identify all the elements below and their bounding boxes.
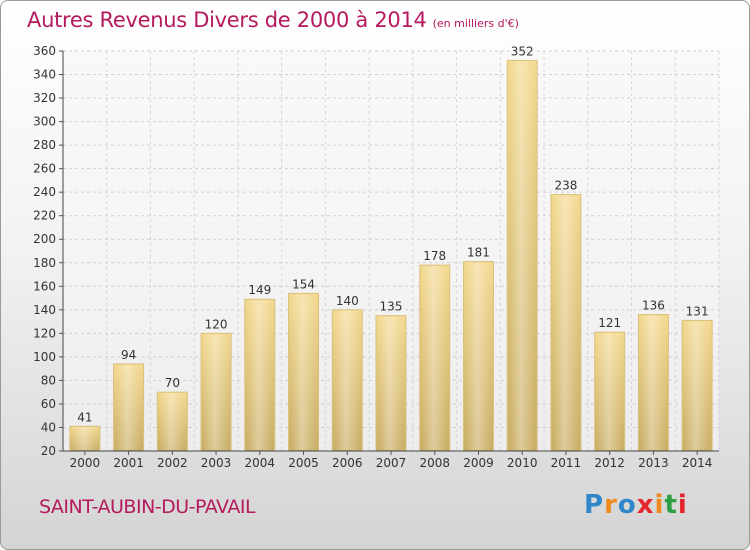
value-label-2014: 131 xyxy=(686,304,709,318)
value-label-2006: 140 xyxy=(336,294,359,308)
proxiti-logo: Proxiti xyxy=(584,490,688,520)
y-tick-label: 200 xyxy=(33,232,56,246)
bar-highlight-2013 xyxy=(640,315,667,450)
y-tick-label: 360 xyxy=(33,44,56,58)
bar-highlight-2004 xyxy=(246,300,273,450)
y-tick-label: 160 xyxy=(33,279,56,293)
logo-letter: i xyxy=(677,490,688,520)
y-tick-label: 140 xyxy=(33,303,56,317)
bars xyxy=(69,59,713,452)
value-label-2011: 238 xyxy=(554,179,577,193)
y-tick-label: 20 xyxy=(41,444,56,458)
value-label-2000: 41 xyxy=(77,410,92,424)
bar-highlight-2002 xyxy=(159,393,186,450)
x-tick-label-2003: 2003 xyxy=(201,456,232,470)
commune-name: SAINT-AUBIN-DU-PAVAIL xyxy=(39,496,256,518)
x-tick-label-2000: 2000 xyxy=(70,456,101,470)
y-tick-label: 300 xyxy=(33,115,56,129)
bar-highlight-2014 xyxy=(684,321,711,450)
y-tick-label: 100 xyxy=(33,350,56,364)
x-tick-label-2001: 2001 xyxy=(113,456,144,470)
bar-highlight-2012 xyxy=(596,333,623,450)
x-tick-label-2014: 2014 xyxy=(682,456,713,470)
y-tick-label: 120 xyxy=(33,326,56,340)
x-tick-label-2006: 2006 xyxy=(332,456,363,470)
y-tick-label: 80 xyxy=(41,373,56,387)
bar-highlight-2000 xyxy=(71,427,98,450)
x-tick-label-2010: 2010 xyxy=(507,456,538,470)
value-label-2004: 149 xyxy=(248,283,271,297)
chart-subtitle: (en milliers d'€) xyxy=(432,17,519,30)
bar-highlight-2010 xyxy=(509,61,536,450)
x-tick-label-2002: 2002 xyxy=(157,456,188,470)
value-label-2001: 94 xyxy=(121,348,136,362)
axes xyxy=(59,50,719,455)
x-tick-label-2013: 2013 xyxy=(638,456,669,470)
logo-letter: i xyxy=(654,490,665,520)
x-tick-label-2012: 2012 xyxy=(594,456,625,470)
y-tick-label: 240 xyxy=(33,185,56,199)
logo-letter: r xyxy=(604,490,618,520)
value-label-2007: 135 xyxy=(380,300,403,314)
bar-highlight-2009 xyxy=(465,262,492,450)
logo-letter: o xyxy=(617,490,637,520)
logo-letter: P xyxy=(584,490,605,520)
labels: 20 40 60 80 100 120 140 160 180 200 220 240 260 280 30… xyxy=(33,44,712,470)
bar-highlight-2008 xyxy=(421,266,448,450)
y-tick-label: 280 xyxy=(33,138,56,152)
chart-title-main: Autres Revenus Divers de 2000 à 2014 xyxy=(27,8,427,32)
logo-letter: x xyxy=(636,490,655,520)
x-tick-label-2007: 2007 xyxy=(376,456,407,470)
bar-highlight-2011 xyxy=(552,195,579,450)
value-label-2003: 120 xyxy=(205,317,228,331)
bar-highlight-2003 xyxy=(203,334,230,450)
value-label-2010: 352 xyxy=(511,44,534,58)
y-tick-label: 60 xyxy=(41,397,56,411)
x-tick-label-2004: 2004 xyxy=(245,456,276,470)
logo-letter: t xyxy=(664,490,678,520)
value-label-2005: 154 xyxy=(292,277,315,291)
bar-highlight-2006 xyxy=(334,310,361,450)
x-tick-label-2008: 2008 xyxy=(419,456,450,470)
value-label-2008: 178 xyxy=(423,249,446,263)
x-tick-label-2011: 2011 xyxy=(551,456,582,470)
y-tick-label: 40 xyxy=(41,420,56,434)
value-label-2009: 181 xyxy=(467,246,490,260)
value-label-2012: 121 xyxy=(598,316,621,330)
bar-highlight-2001 xyxy=(115,364,142,450)
value-label-2013: 136 xyxy=(642,299,665,313)
y-tick-label: 320 xyxy=(33,91,56,105)
y-tick-label: 180 xyxy=(33,256,56,270)
x-tick-label-2009: 2009 xyxy=(463,456,494,470)
y-tick-label: 340 xyxy=(33,68,56,82)
bar-highlight-2007 xyxy=(378,316,404,450)
x-tick-label-2005: 2005 xyxy=(288,456,319,470)
chart-title: Autres Revenus Divers de 2000 à 2014 (en … xyxy=(27,8,519,32)
y-tick-label: 220 xyxy=(33,209,56,223)
value-label-2002: 70 xyxy=(165,376,180,390)
y-tick-label: 260 xyxy=(33,162,56,176)
bar-highlight-2005 xyxy=(290,294,317,450)
